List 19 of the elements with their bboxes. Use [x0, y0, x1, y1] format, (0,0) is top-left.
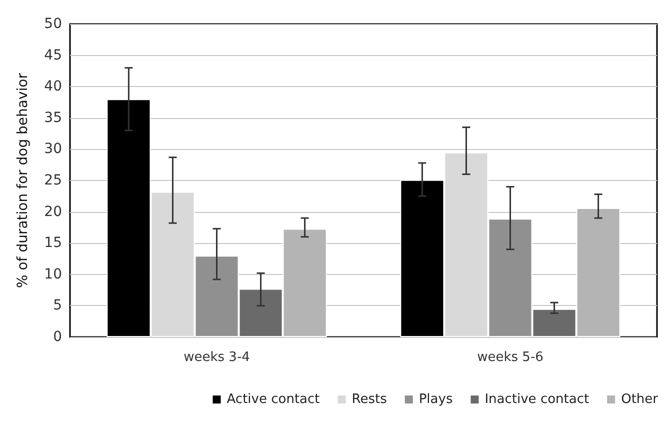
y-tick-label: 0: [53, 329, 62, 345]
y-tick-label: 45: [44, 47, 62, 64]
y-tick-label: 25: [44, 172, 62, 188]
y-tick-label: 15: [44, 235, 62, 252]
x-tick-label: weeks 5-6: [477, 350, 544, 365]
y-tick-label: 30: [44, 141, 62, 158]
y-tick-label: 40: [44, 78, 62, 95]
y-tick-label: 50: [44, 16, 62, 32]
y-axis-title: % of duration for dog behavior: [15, 72, 31, 288]
y-tick-label: 5: [53, 298, 62, 314]
x-tick-label: weeks 3-4: [184, 350, 250, 365]
legend-label: Rests: [352, 392, 388, 407]
y-tick-label: 10: [44, 266, 62, 282]
legend-label: Other: [621, 392, 659, 407]
legend-label: Active contact: [226, 392, 320, 407]
legend-label: Plays: [418, 392, 453, 407]
y-tick-label: 35: [44, 110, 62, 126]
legend-label: Inactive contact: [484, 392, 590, 407]
y-tick-label: 20: [44, 204, 62, 220]
